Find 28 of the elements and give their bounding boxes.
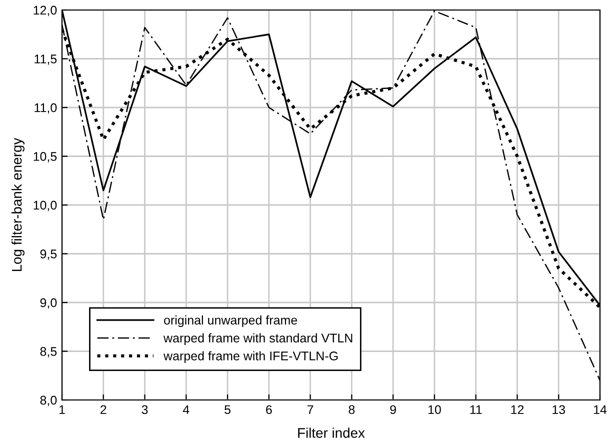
y-tick-label: 10,0 — [34, 200, 57, 212]
y-tick-label: 11,0 — [34, 103, 57, 114]
x-tick-label: 8 — [348, 405, 355, 414]
y-tick-label: 9,5 — [40, 250, 57, 260]
x-axis-title: Filter index — [298, 428, 365, 438]
y-tick-label: 11,5 — [34, 54, 57, 65]
x-tick-label: 14 — [594, 405, 607, 414]
x-tick-label: 4 — [182, 405, 190, 414]
legend-label: warped frame with standard VTLN — [164, 333, 352, 345]
y-tick-label: 10,5 — [34, 152, 57, 162]
x-tick-label: 12 — [511, 405, 524, 414]
x-tick-label: 2 — [100, 405, 106, 414]
legend-label: original unwarped frame — [164, 315, 298, 328]
y-axis-title: Log filter-bank energy — [12, 138, 24, 272]
x-tick-label: 10 — [428, 405, 441, 414]
x-tick-label: 3 — [142, 405, 148, 414]
x-tick-label: 6 — [266, 405, 272, 414]
y-tick-label: 8,0 — [40, 396, 57, 406]
x-tick-label: 9 — [390, 405, 396, 414]
y-tick-label: 12,0 — [34, 6, 57, 16]
legend-label: warped frame with IFE-VTLN-G — [164, 351, 338, 363]
y-tick-label: 8,5 — [40, 347, 57, 358]
x-tick-label: 1 — [59, 405, 65, 414]
x-tick-label: 11 — [470, 405, 482, 414]
x-tick-label: 5 — [224, 405, 230, 414]
x-tick-label: 13 — [552, 405, 566, 414]
x-tick-label: 7 — [307, 405, 314, 414]
y-tick-label: 9,0 — [40, 298, 57, 309]
